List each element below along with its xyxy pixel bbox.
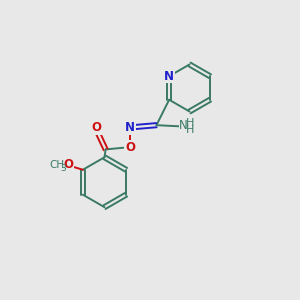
Text: H: H: [186, 125, 194, 136]
Text: CH: CH: [49, 160, 64, 170]
Text: N: N: [179, 119, 188, 132]
Text: O: O: [92, 121, 101, 134]
Text: O: O: [63, 158, 73, 171]
Text: N: N: [164, 70, 174, 83]
Text: 3: 3: [60, 164, 66, 173]
Text: H: H: [186, 118, 194, 128]
Text: O: O: [125, 141, 135, 154]
Text: N: N: [125, 121, 135, 134]
